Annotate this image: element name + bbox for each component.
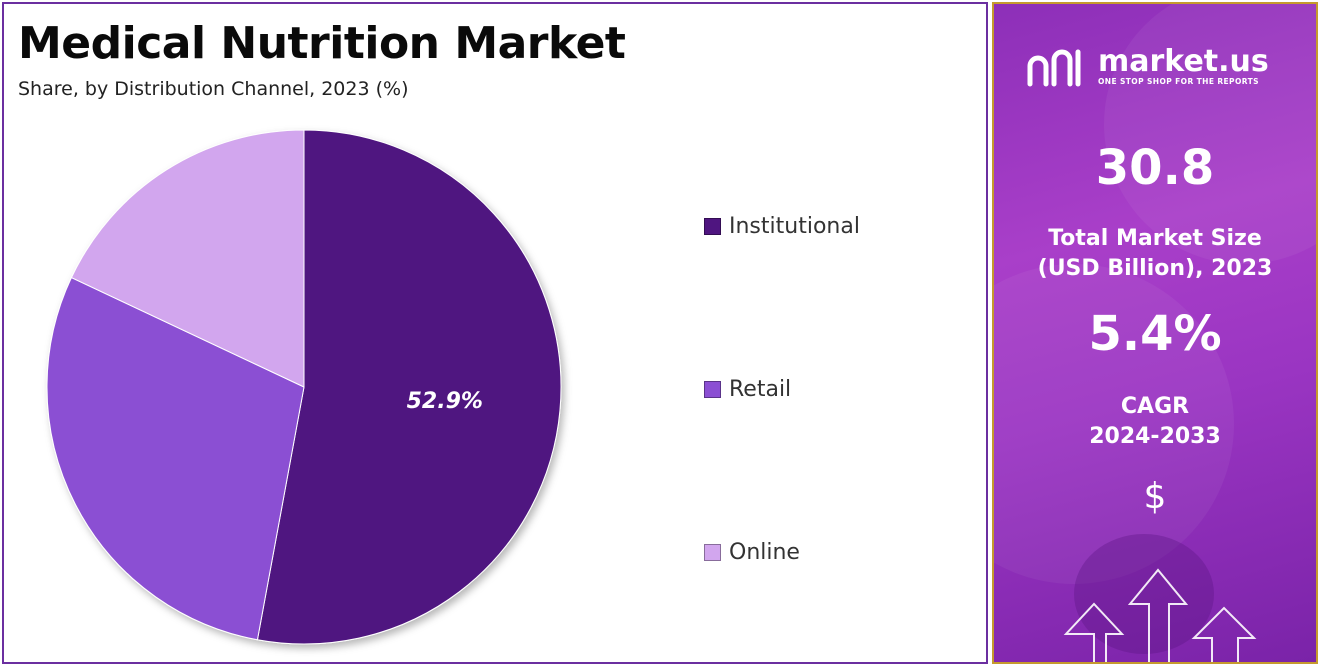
brand-name: market.us <box>1098 43 1269 79</box>
cagr-value: 5.4% <box>1088 306 1222 362</box>
market-size-value: 30.8 <box>1095 140 1215 196</box>
legend-item-online: Online <box>704 540 800 565</box>
pie-chart: 52.9% <box>46 129 562 645</box>
legend-item-institutional: Institutional <box>704 214 860 239</box>
dollar-icon: $ <box>1143 476 1167 517</box>
market-size-caption-line1: Total Market Size <box>1048 226 1262 251</box>
data-label-institutional: 52.9% <box>407 389 483 414</box>
legend-item-retail: Retail <box>704 377 791 402</box>
chart-panel: 52.9% Medical Nutrition Market Share, by… <box>2 2 988 664</box>
legend-swatch-online <box>704 544 721 561</box>
legend-label-online: Online <box>729 540 800 565</box>
brand-tagline: ONE STOP SHOP FOR THE REPORTS <box>1098 76 1259 86</box>
pie-slice-online <box>70 129 305 388</box>
pie-slice-retail <box>46 276 305 641</box>
market-size-caption-line2: (USD Billion), 2023 <box>1037 256 1273 281</box>
cagr-caption-line2: 2024-2033 <box>1089 424 1221 449</box>
legend-label-retail: Retail <box>729 377 792 402</box>
background-decoration <box>994 4 1316 654</box>
chart-subtitle: Share, by Distribution Channel, 2023 (%) <box>18 78 409 100</box>
legend-label-institutional: Institutional <box>729 214 860 239</box>
legend-swatch-institutional <box>704 218 721 235</box>
pie-slices <box>46 129 562 645</box>
summary-panel: market.us ONE STOP SHOP FOR THE REPORTS … <box>992 2 1318 664</box>
legend-swatch-retail <box>704 381 721 398</box>
brand: market.us ONE STOP SHOP FOR THE REPORTS <box>1026 44 1269 88</box>
market-us-logo-icon <box>1027 49 1081 87</box>
chart-title: Medical Nutrition Market <box>18 18 626 69</box>
cagr-caption-line1: CAGR <box>1120 394 1190 419</box>
pie-slice-institutional <box>256 129 562 645</box>
